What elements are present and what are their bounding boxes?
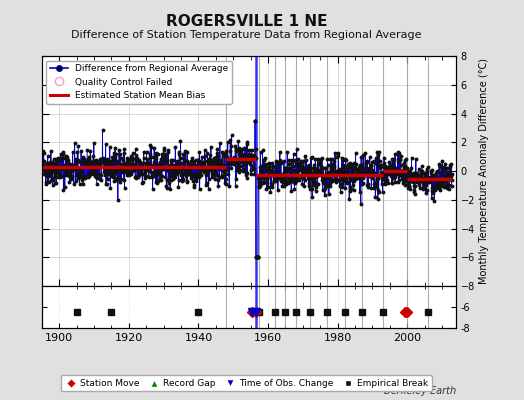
Text: Difference of Station Temperature Data from Regional Average: Difference of Station Temperature Data f… xyxy=(71,30,421,40)
Text: Berkeley Earth: Berkeley Earth xyxy=(384,386,456,396)
Legend: Difference from Regional Average, Quality Control Failed, Estimated Station Mean: Difference from Regional Average, Qualit… xyxy=(47,60,232,104)
Y-axis label: Monthly Temperature Anomaly Difference (°C): Monthly Temperature Anomaly Difference (… xyxy=(479,58,489,284)
Text: ROGERSVILLE 1 NE: ROGERSVILLE 1 NE xyxy=(166,14,327,29)
Legend: Station Move, Record Gap, Time of Obs. Change, Empirical Break: Station Move, Record Gap, Time of Obs. C… xyxy=(61,375,432,392)
